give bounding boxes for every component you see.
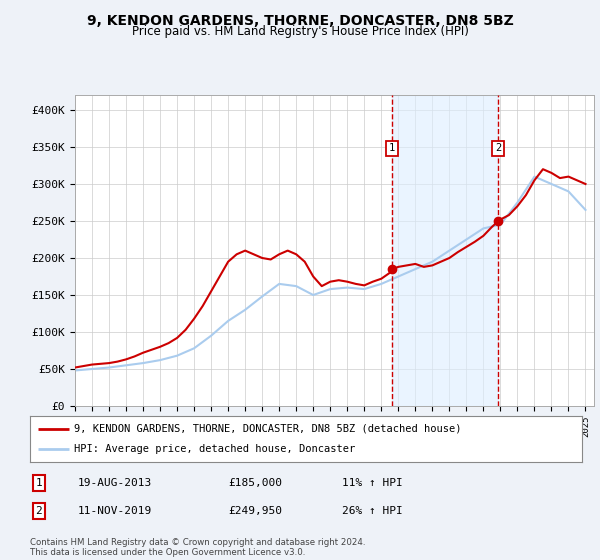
Text: 1: 1 <box>389 143 395 153</box>
Text: 9, KENDON GARDENS, THORNE, DONCASTER, DN8 5BZ (detached house): 9, KENDON GARDENS, THORNE, DONCASTER, DN… <box>74 424 461 434</box>
Text: 11-NOV-2019: 11-NOV-2019 <box>78 506 152 516</box>
Text: 2: 2 <box>495 143 502 153</box>
Text: 9, KENDON GARDENS, THORNE, DONCASTER, DN8 5BZ: 9, KENDON GARDENS, THORNE, DONCASTER, DN… <box>86 14 514 28</box>
Text: 1: 1 <box>35 478 43 488</box>
Bar <box>392 95 498 406</box>
Text: Contains HM Land Registry data © Crown copyright and database right 2024.
This d: Contains HM Land Registry data © Crown c… <box>30 538 365 557</box>
Text: 19-AUG-2013: 19-AUG-2013 <box>78 478 152 488</box>
Text: HPI: Average price, detached house, Doncaster: HPI: Average price, detached house, Donc… <box>74 444 355 454</box>
Text: Price paid vs. HM Land Registry's House Price Index (HPI): Price paid vs. HM Land Registry's House … <box>131 25 469 38</box>
Text: 2: 2 <box>35 506 43 516</box>
Text: 26% ↑ HPI: 26% ↑ HPI <box>342 506 403 516</box>
Text: £249,950: £249,950 <box>228 506 282 516</box>
Text: 11% ↑ HPI: 11% ↑ HPI <box>342 478 403 488</box>
Text: £185,000: £185,000 <box>228 478 282 488</box>
